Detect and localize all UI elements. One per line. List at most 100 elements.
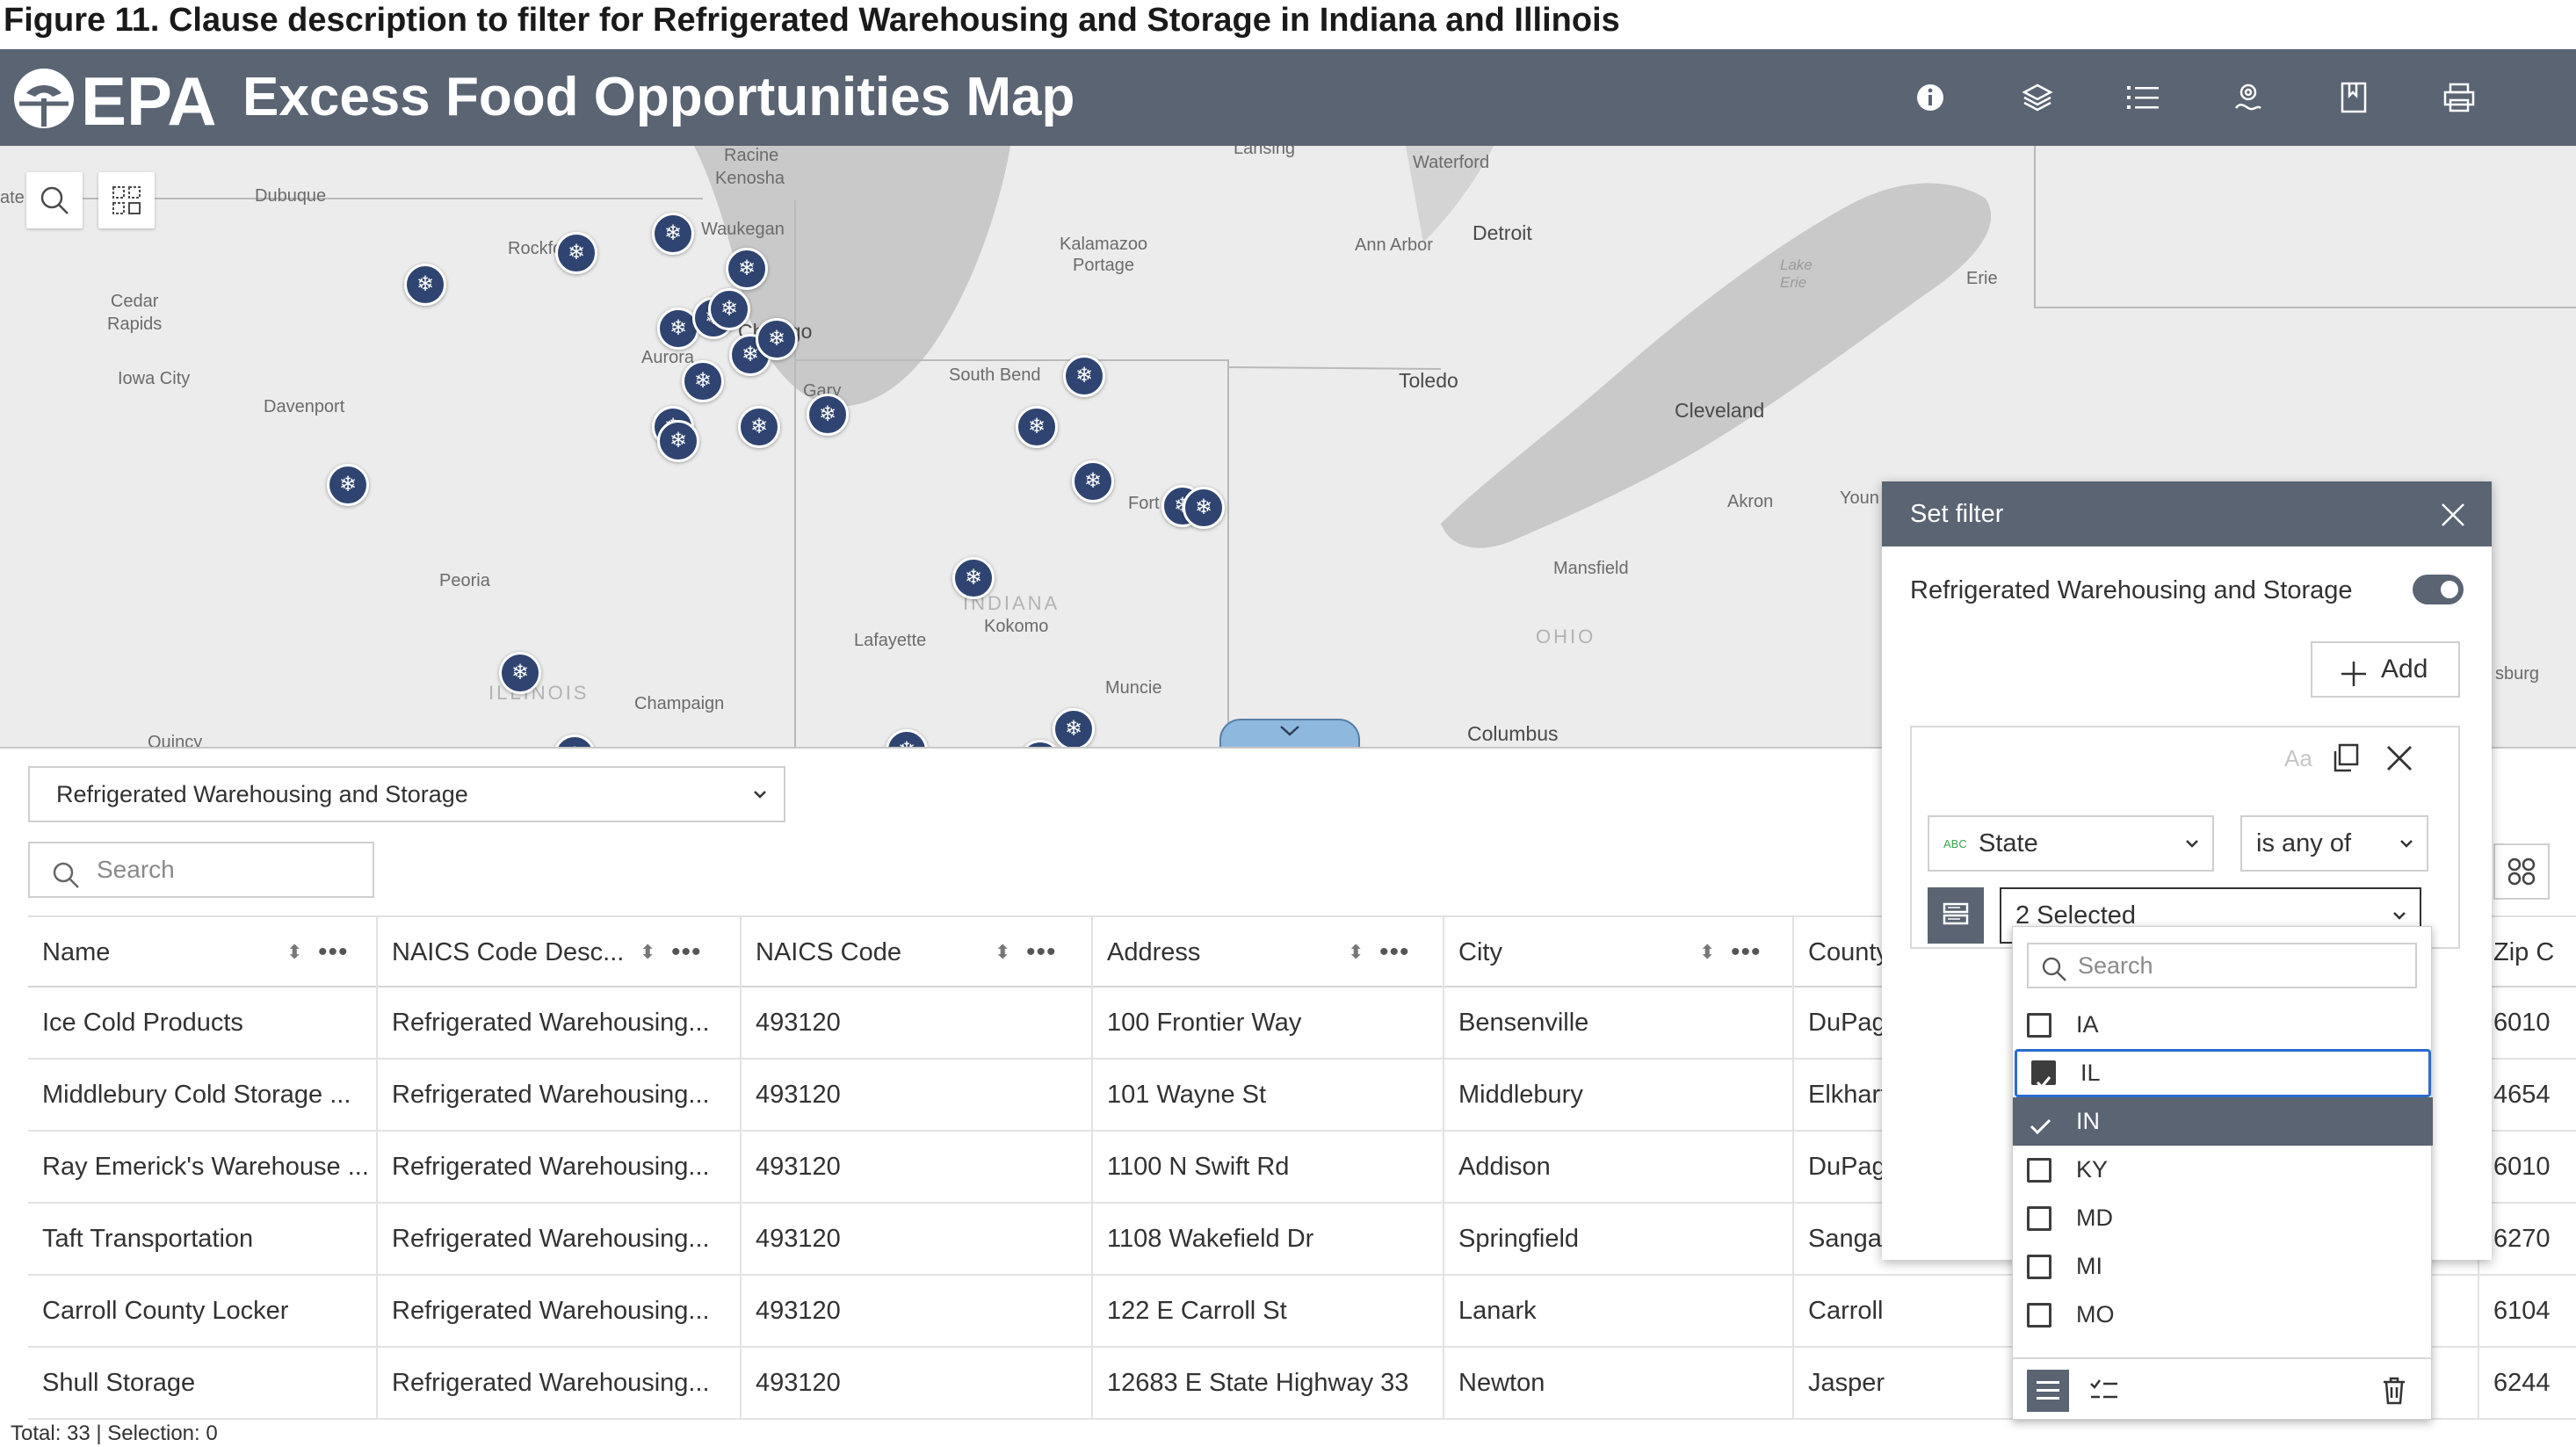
field-select[interactable]: ABC State — [1928, 815, 2214, 872]
field-select-value: State — [1979, 829, 2038, 857]
table-row[interactable]: Ray Emerick's Warehouse ... Refrigerated… — [28, 1132, 2576, 1204]
value-option-md[interactable]: MD — [2013, 1194, 2433, 1242]
value-source-button[interactable] — [1928, 887, 1984, 944]
sort-icon[interactable]: ⬍ — [640, 941, 656, 963]
cell-naics-code: 493120 — [742, 1276, 1093, 1346]
checkbox[interactable] — [2027, 1206, 2051, 1231]
sort-icon[interactable]: ⬍ — [1699, 941, 1716, 963]
map-marker[interactable]: ❄ — [404, 264, 446, 306]
map-label-columbus: Columbus — [1467, 722, 1559, 745]
column-header-name[interactable]: Name ⬍ ••• — [28, 917, 378, 988]
cell-city: Springfield — [1444, 1204, 1794, 1274]
map-marker[interactable]: ❄ — [756, 318, 798, 360]
duplicate-clause-icon[interactable] — [2332, 743, 2360, 778]
map-marker[interactable]: ❄ — [1072, 460, 1114, 503]
cell-name: Middlebury Cold Storage ... — [28, 1060, 378, 1130]
value-option-mo[interactable]: MO — [2013, 1291, 2433, 1339]
cell-naics-desc: Refrigerated Warehousing... — [378, 1348, 742, 1418]
map-marker[interactable]: ❄ — [952, 557, 995, 599]
more-options-icon[interactable]: ••• — [1379, 937, 1410, 966]
values-search-input[interactable]: Search — [2027, 943, 2417, 988]
operator-select-value: is any of — [2256, 829, 2351, 857]
collapse-map-tab[interactable] — [1219, 719, 1360, 747]
map-marker[interactable]: ❄ — [1053, 708, 1095, 747]
map-marker[interactable]: ❄ — [738, 406, 780, 448]
column-header-naics-desc[interactable]: NAICS Code Desc... ⬍ ••• — [378, 917, 742, 988]
map-marker[interactable]: ❄ — [726, 248, 768, 290]
column-header-city[interactable]: City ⬍ ••• — [1444, 917, 1794, 988]
value-option-ia[interactable]: IA — [2013, 1001, 2433, 1049]
table-search-input[interactable]: Search — [28, 842, 374, 898]
sort-icon[interactable]: ⬍ — [995, 941, 1011, 963]
value-option-ky[interactable]: KY — [2013, 1146, 2433, 1194]
chevron-down-icon — [2391, 889, 2407, 960]
map-marker[interactable]: ❄ — [1183, 487, 1225, 529]
show-all-values-icon[interactable] — [2027, 1370, 2069, 1412]
checkbox[interactable] — [2027, 1255, 2051, 1279]
bookmark-icon[interactable] — [2332, 76, 2376, 119]
map-marker[interactable]: ❄ — [807, 394, 849, 436]
cell-zip: 4654 — [2493, 1081, 2551, 1109]
map-marker[interactable]: ❄ — [657, 420, 699, 462]
epa-logo: EPA — [12, 62, 225, 140]
more-options-icon[interactable]: ••• — [318, 937, 349, 966]
clear-selection-icon[interactable] — [2373, 1370, 2415, 1412]
legend-list-icon[interactable] — [2121, 76, 2165, 119]
delete-clause-icon[interactable] — [2384, 743, 2414, 778]
values-dropdown-footer — [2013, 1357, 2433, 1421]
map-search-button[interactable] — [26, 172, 83, 228]
map-label-lake-erie: Lake Erie — [1780, 257, 1813, 291]
app-title: Excess Food Opportunities Map — [242, 67, 1075, 127]
column-header-zip[interactable]: Zip C — [2493, 938, 2555, 966]
table-header-row: Name ⬍ ••• NAICS Code Desc... ⬍ ••• NAIC… — [28, 915, 2576, 988]
operator-select[interactable]: is any of — [2240, 815, 2428, 872]
column-header-address[interactable]: Address ⬍ ••• — [1093, 917, 1444, 988]
print-icon[interactable] — [2437, 76, 2481, 119]
table-options-button[interactable] — [2493, 843, 2550, 900]
more-options-icon[interactable]: ••• — [1731, 937, 1762, 966]
filter-toggle[interactable] — [2413, 575, 2464, 604]
map-label-kokomo: Kokomo — [984, 617, 1049, 636]
checkbox[interactable] — [2027, 1303, 2051, 1328]
value-option-in[interactable]: IN — [2013, 1097, 2433, 1146]
layers-icon[interactable] — [2015, 76, 2059, 119]
set-filter-header: Set filter — [1882, 481, 2492, 546]
map-marker[interactable]: ❄ — [682, 360, 724, 402]
map-label-aurora: Aurora — [641, 348, 695, 367]
close-icon[interactable] — [2439, 501, 2467, 529]
table-footer-status: Total: 33 | Selection: 0 — [11, 1422, 218, 1445]
column-header-naics-code[interactable]: NAICS Code ⬍ ••• — [742, 917, 1093, 988]
more-options-icon[interactable]: ••• — [671, 937, 702, 966]
basemap-icon[interactable] — [2226, 76, 2270, 119]
layer-select[interactable]: Refrigerated Warehousing and Storage — [28, 766, 785, 822]
map-marker[interactable]: ❄ — [327, 464, 369, 506]
map-marker[interactable]: ❄ — [555, 232, 597, 274]
layer-select-value: Refrigerated Warehousing and Storage — [56, 781, 468, 807]
show-selected-values-icon[interactable] — [2083, 1370, 2125, 1412]
sort-icon[interactable]: ⬍ — [286, 941, 303, 963]
value-option-il[interactable]: IL — [2015, 1049, 2431, 1097]
more-options-icon[interactable]: ••• — [1026, 937, 1057, 966]
checkbox[interactable] — [2027, 1013, 2051, 1038]
map-marker[interactable]: ❄ — [708, 288, 750, 330]
plus-icon — [2339, 655, 2369, 707]
map-marker[interactable]: ❄ — [499, 652, 541, 694]
case-sensitive-toggle[interactable]: Aa — [2284, 745, 2312, 771]
value-option-mi[interactable]: MI — [2013, 1242, 2433, 1291]
add-clause-button[interactable]: Add — [2311, 641, 2460, 698]
map-marker[interactable]: ❄ — [1063, 355, 1105, 397]
table-row[interactable]: Carroll County Locker Refrigerated Wareh… — [28, 1276, 2576, 1348]
chevron-down-icon — [752, 768, 768, 839]
map-label-south-bend: South Bend — [949, 365, 1041, 385]
map-marker[interactable]: ❄ — [1016, 406, 1058, 448]
figure-caption: Figure 11. Clause description to filter … — [4, 2, 1620, 39]
checkbox[interactable] — [2031, 1060, 2056, 1089]
map-select-button[interactable] — [98, 172, 155, 228]
map-marker[interactable]: ❄ — [652, 213, 694, 255]
table-row[interactable]: Shull Storage Refrigerated Warehousing..… — [28, 1348, 2576, 1420]
checkbox[interactable] — [2027, 1158, 2051, 1183]
sort-icon[interactable]: ⬍ — [1348, 941, 1364, 963]
info-icon[interactable] — [1908, 76, 1952, 119]
map-label-mansfield: Mansfield — [1553, 559, 1629, 578]
map-label-youngstown: Youn — [1840, 488, 1879, 508]
